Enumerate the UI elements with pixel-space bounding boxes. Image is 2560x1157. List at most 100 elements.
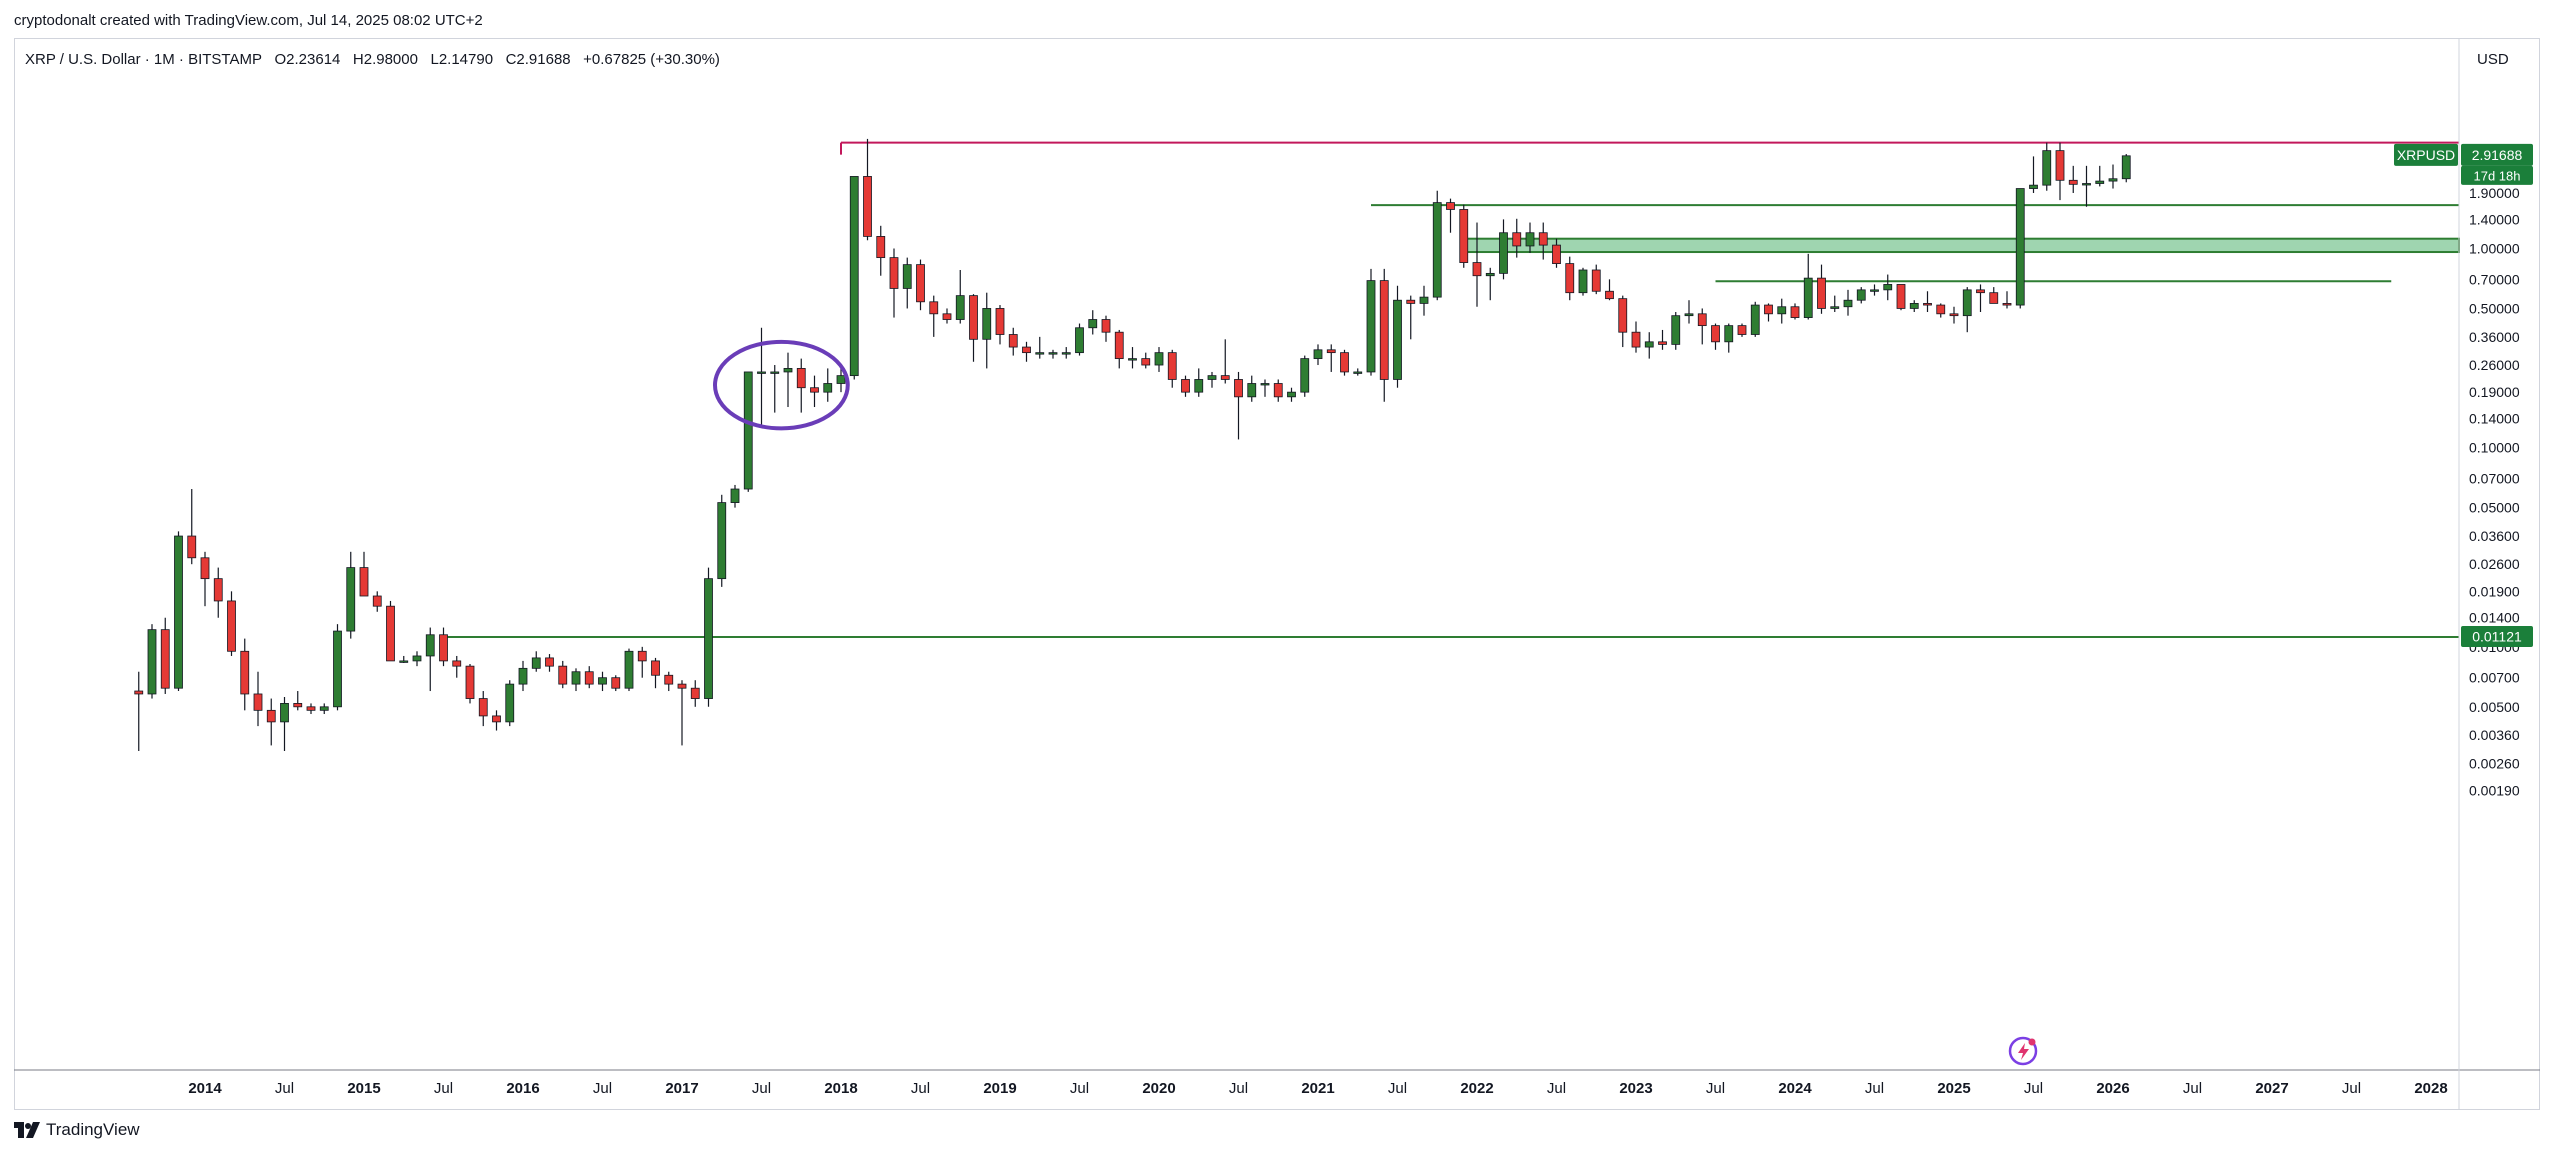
candle[interactable] [306,703,316,715]
candle[interactable] [1817,264,1826,314]
candle[interactable] [200,551,210,607]
candle[interactable] [1273,379,1283,402]
candle[interactable] [1247,375,1257,402]
candle[interactable] [955,269,965,324]
candle[interactable] [1022,341,1031,362]
candle[interactable] [1724,323,1734,353]
candle[interactable] [1300,355,1310,397]
candle[interactable] [346,551,356,639]
candle[interactable] [558,660,568,689]
candle[interactable] [333,624,342,711]
candle[interactable] [1485,267,1495,301]
candle[interactable] [1697,308,1707,345]
currency-label[interactable]: USD [2477,51,2509,68]
candle[interactable] [505,680,515,727]
candle[interactable] [1658,329,1667,350]
candle[interactable] [1353,368,1363,376]
candle[interactable] [372,591,382,612]
candle[interactable] [889,248,899,318]
candle[interactable] [2015,188,2025,309]
candle[interactable] [1141,352,1151,369]
candle[interactable] [240,638,250,711]
candle[interactable] [849,176,859,380]
candle[interactable] [412,651,422,667]
candle[interactable] [1194,368,1204,397]
candle[interactable] [1075,323,1084,356]
candle[interactable] [1048,349,1058,359]
candle[interactable] [2002,291,2012,309]
candle[interactable] [2068,165,2078,193]
candle[interactable] [492,710,501,731]
candle[interactable] [280,697,289,751]
tradingview-logo[interactable]: TradingView [14,1120,140,1140]
candle[interactable] [1313,344,1323,366]
candle[interactable] [1287,387,1296,402]
candle[interactable] [863,138,872,241]
candle[interactable] [1803,253,1813,320]
candle[interactable] [916,259,925,311]
candle[interactable] [836,365,846,393]
candle[interactable] [1618,295,1628,348]
candle[interactable] [518,660,528,692]
candle[interactable] [1552,238,1561,268]
candle[interactable] [1591,264,1601,295]
candle[interactable] [1538,222,1548,260]
candle[interactable] [717,494,727,587]
candle[interactable] [1220,339,1230,384]
demand-zone[interactable] [1462,237,2460,254]
candle[interactable] [1843,289,1853,316]
candle[interactable] [796,358,806,413]
candle[interactable] [677,680,687,746]
candle[interactable] [704,567,713,707]
candle[interactable] [598,671,607,692]
candle[interactable] [624,648,634,692]
candle[interactable] [1989,287,1999,304]
candle[interactable] [134,671,144,751]
candle[interactable] [2095,165,2105,187]
candle[interactable] [995,305,1005,345]
candle[interactable] [1764,303,1773,322]
candle[interactable] [1035,336,1045,359]
candle[interactable] [730,484,740,508]
candle[interactable] [1631,321,1641,353]
candle[interactable] [1936,303,1946,318]
candle[interactable] [439,627,448,667]
candle[interactable] [1870,284,1879,296]
candle[interactable] [690,680,700,707]
candle[interactable] [1061,347,1071,359]
candle[interactable] [359,551,369,597]
candle[interactable] [584,666,594,689]
candle[interactable] [213,567,223,618]
candle[interactable] [1856,287,1866,304]
candle[interactable] [1671,311,1681,350]
candle[interactable] [743,371,753,492]
candle[interactable] [1154,347,1164,372]
candle[interactable] [810,375,819,408]
candle[interactable] [651,657,660,689]
candle[interactable] [876,225,886,276]
candle[interactable] [531,651,541,672]
candle[interactable] [2121,154,2131,183]
candle[interactable] [1207,371,1217,388]
candle[interactable] [1446,198,1455,233]
candle[interactable] [2082,165,2091,207]
candle[interactable] [1128,347,1137,369]
candle[interactable] [1393,285,1402,388]
candle[interactable] [942,308,952,324]
candle[interactable] [399,655,409,663]
candle[interactable] [1830,295,1840,312]
candle[interactable] [1896,284,1906,311]
candle[interactable] [2108,164,2118,189]
candle[interactable] [1008,327,1018,356]
candle[interactable] [1432,190,1442,301]
candle[interactable] [1750,301,1760,337]
candle[interactable] [1578,267,1588,296]
candle[interactable] [1976,284,1985,312]
candle[interactable] [2029,156,2038,193]
candle[interactable] [1114,329,1124,369]
candle[interactable] [160,617,170,694]
candle[interactable] [1909,300,1919,312]
candle[interactable] [1088,310,1098,335]
candle[interactable] [319,703,329,715]
candle[interactable] [1565,256,1575,301]
